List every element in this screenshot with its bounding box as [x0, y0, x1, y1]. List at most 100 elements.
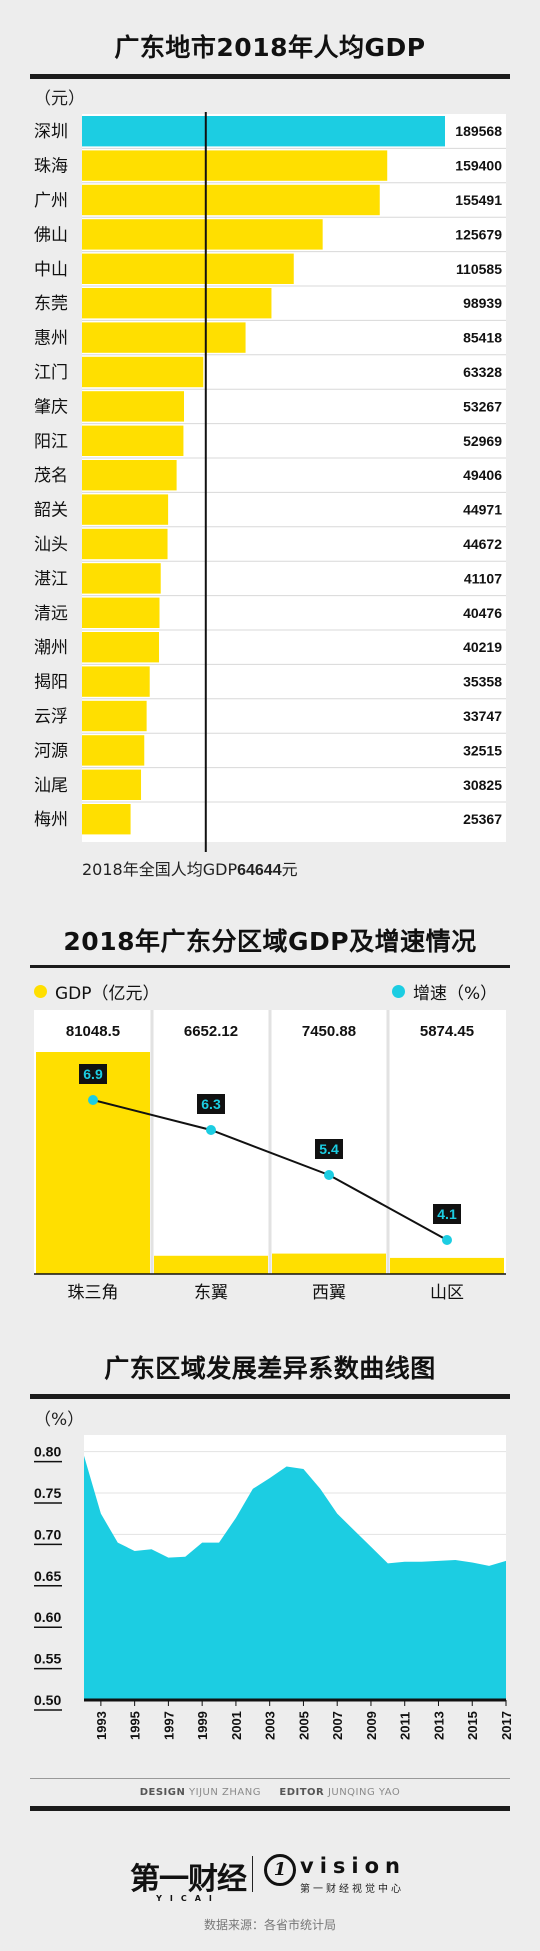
city-bar: [82, 391, 184, 422]
city-value: 125679: [455, 226, 502, 242]
city-chart-title: 广东地市2018年人均GDP: [114, 33, 426, 62]
city-bar-chart: 深圳 189568 珠海 159400 广州 155491 佛山 125679 中山 110585…: [34, 112, 506, 852]
x-tick-label: 2017: [499, 1711, 514, 1740]
city-bar: [82, 666, 150, 697]
city-label: 梅州: [34, 810, 68, 830]
city-label: 河源: [34, 741, 68, 761]
city-value: 44971: [463, 502, 502, 518]
gdp-value-label: 7450.88: [302, 1023, 356, 1040]
growth-value-label: 6.3: [201, 1096, 221, 1112]
city-bar: [82, 597, 160, 628]
city-label: 阳江: [34, 432, 68, 452]
city-value: 40476: [463, 605, 502, 621]
title-rule-3: [30, 1394, 510, 1399]
city-value: 63328: [463, 364, 502, 380]
city-bar: [82, 356, 204, 388]
annotation-value: 64644: [237, 862, 282, 879]
gdp-legend: GDP（亿元）: [34, 979, 160, 1004]
x-tick-label: 1993: [94, 1711, 109, 1740]
city-value: 32515: [463, 742, 502, 758]
city-bar: [82, 700, 147, 732]
city-label: 东莞: [34, 294, 68, 314]
city-value: 49406: [463, 467, 502, 483]
gdp-bar: [390, 1257, 504, 1274]
region-label: 西翼: [312, 1283, 346, 1303]
city-label: 潮州: [34, 638, 68, 658]
city-bar: [82, 460, 177, 491]
x-tick-label: 2011: [398, 1712, 413, 1740]
vision-logo-mark: 1: [264, 1854, 296, 1886]
y-tick-label: 0.65: [34, 1568, 61, 1584]
city-label: 湛江: [34, 569, 68, 589]
gdp-legend-swatch: [34, 985, 47, 998]
city-value: 110585: [456, 261, 502, 277]
city-label: 深圳: [34, 122, 68, 142]
y-tick-label: 0.50: [34, 1692, 61, 1708]
gdp-value-label: 6652.12: [184, 1023, 238, 1040]
design-name: YIJUN ZHANG: [189, 1787, 261, 1798]
x-tick-label: 2001: [229, 1711, 244, 1740]
annotation-prefix: 2018年全国人均GDP: [82, 860, 238, 879]
city-label: 汕头: [34, 535, 68, 555]
x-tick-label: 2015: [465, 1711, 480, 1740]
y-tick-label: 0.80: [34, 1444, 61, 1460]
city-bar: [82, 425, 184, 456]
city-reference-annotation: 2018年全国人均GDP64644元: [82, 856, 298, 880]
city-bar: [82, 322, 246, 353]
city-value: 189568: [455, 123, 502, 139]
region-label: 东翼: [194, 1283, 228, 1303]
growth-point: [442, 1235, 452, 1245]
growth-legend: 增速（%）: [392, 979, 497, 1004]
city-bar: [82, 494, 169, 525]
gdp-bar: [36, 1052, 150, 1274]
editor-name: JUNQING YAO: [327, 1787, 401, 1798]
city-label: 清远: [34, 604, 68, 624]
city-unit-label: （元）: [34, 89, 85, 109]
x-tick-label: 1997: [161, 1711, 176, 1740]
gdp-value-label: 5874.45: [420, 1023, 474, 1040]
city-bar: [82, 735, 145, 766]
vision-logo-text: vision: [300, 1854, 406, 1878]
city-bar: [82, 219, 323, 250]
city-bar: [82, 563, 161, 594]
x-tick-label: 2005: [296, 1711, 311, 1740]
region-combo-chart: 81048.5 珠三角 6652.12 东翼 7450.88 西翼 5874.45 山区 6.9…: [34, 1010, 506, 1303]
city-value: 53267: [463, 398, 502, 414]
city-value: 33747: [463, 708, 502, 724]
diff-area-chart: 0.80 0.75 0.70 0.65 0.60 0.55 0.50 1993 1995 1997…: [34, 1435, 514, 1740]
diff-area: [84, 1455, 506, 1700]
city-value: 155491: [455, 192, 502, 208]
y-tick-label: 0.75: [34, 1485, 61, 1501]
data-source: 数据来源：各省市统计局: [203, 1918, 336, 1932]
growth-label-bg: [315, 1139, 343, 1159]
city-value: 98939: [463, 295, 502, 311]
city-label: 揭阳: [34, 673, 68, 693]
city-bar: [82, 184, 380, 216]
city-bar: [82, 632, 160, 663]
title-rule: [30, 74, 510, 79]
x-tick-label: 1999: [195, 1711, 210, 1740]
growth-value-label: 4.1: [437, 1206, 457, 1222]
yicai-logo-text: 第一财经: [130, 1862, 247, 1897]
city-bar: [82, 804, 131, 835]
region-chart-title: 2018年广东分区域GDP及增速情况: [63, 927, 477, 956]
y-tick-label: 0.60: [34, 1609, 61, 1625]
city-value: 35358: [463, 674, 502, 690]
y-tick-label: 0.55: [34, 1651, 61, 1667]
city-value: 44672: [463, 536, 502, 552]
growth-label-bg: [433, 1204, 461, 1224]
city-label: 广州: [34, 191, 68, 211]
city-value: 40219: [463, 639, 502, 655]
city-bar: [82, 150, 388, 181]
city-value: 85418: [463, 330, 502, 346]
city-label: 茂名: [34, 466, 68, 486]
growth-label-bg: [79, 1064, 107, 1084]
city-label: 惠州: [34, 329, 68, 349]
growth-value-label: 6.9: [83, 1066, 103, 1082]
growth-legend-label: 增速（%）: [413, 984, 498, 1004]
city-value: 159400: [455, 158, 502, 174]
x-tick-label: 2003: [263, 1711, 278, 1740]
diff-chart-title: 广东区域发展差异系数曲线图: [104, 1354, 436, 1383]
yicai-logo: 第一财经 YICAI: [130, 1854, 247, 1903]
city-value: 25367: [463, 811, 502, 827]
